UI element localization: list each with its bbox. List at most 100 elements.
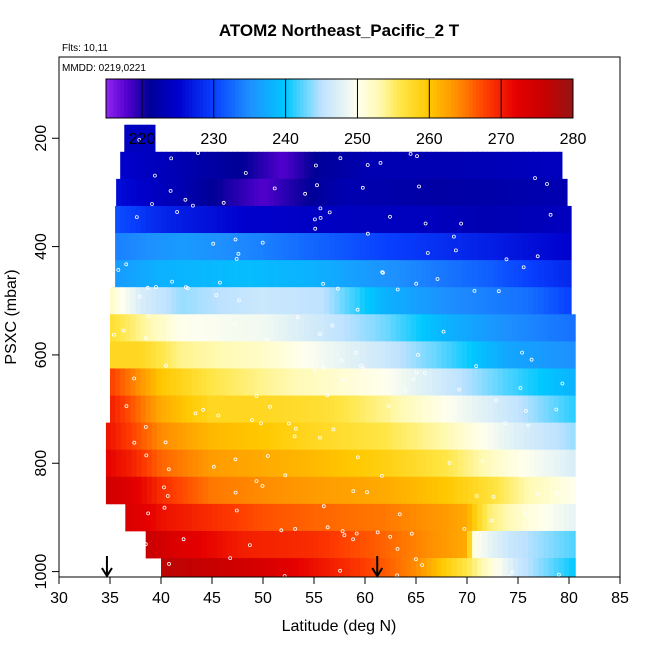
heatmap-cell bbox=[421, 233, 427, 261]
heatmap-cell bbox=[162, 476, 168, 505]
heatmap-cell bbox=[171, 233, 177, 261]
observation-marker bbox=[414, 281, 419, 286]
heatmap-cell bbox=[314, 151, 320, 180]
x-tick-label: 65 bbox=[407, 590, 425, 607]
heatmap-cell bbox=[273, 395, 279, 424]
heatmap-cell bbox=[523, 233, 529, 261]
heatmap-cell bbox=[518, 260, 524, 288]
heatmap-cell bbox=[365, 530, 371, 559]
colorbar-segment bbox=[282, 79, 287, 118]
heatmap-cell bbox=[308, 395, 315, 424]
heatmap-cell bbox=[385, 260, 392, 288]
heatmap-cell bbox=[437, 422, 444, 451]
observation-marker bbox=[292, 434, 297, 439]
heatmap-cell bbox=[325, 476, 331, 505]
heatmap-cell bbox=[324, 341, 330, 369]
heatmap-cell bbox=[370, 151, 376, 180]
heatmap-cell bbox=[563, 558, 570, 577]
heatmap-cell bbox=[381, 178, 388, 207]
heatmap-cell bbox=[426, 205, 432, 234]
colorbar-segment bbox=[159, 79, 164, 118]
colorbar-segment bbox=[141, 79, 147, 118]
heatmap-cell bbox=[461, 503, 468, 532]
heatmap-cell bbox=[385, 151, 392, 180]
heatmap-cell bbox=[223, 422, 229, 451]
heatmap-cell bbox=[432, 449, 439, 478]
heatmap-cell bbox=[543, 368, 550, 396]
heatmap-cell bbox=[315, 476, 321, 505]
heatmap-cell bbox=[426, 395, 432, 424]
heatmap-cell bbox=[181, 260, 188, 288]
heatmap-cell bbox=[325, 422, 331, 451]
heatmap-cell bbox=[518, 341, 524, 369]
heatmap-cell bbox=[380, 314, 386, 342]
heatmap-cell bbox=[349, 341, 356, 369]
heatmap-cell bbox=[228, 178, 235, 207]
heatmap-cell bbox=[145, 341, 152, 369]
heatmap-cell bbox=[309, 422, 316, 451]
heatmap-cell bbox=[441, 341, 448, 369]
heatmap-cell bbox=[283, 260, 290, 288]
heatmap-cell bbox=[314, 314, 320, 342]
heatmap-cell bbox=[539, 476, 546, 505]
heatmap-cell bbox=[559, 476, 566, 505]
heatmap-cell bbox=[376, 449, 382, 478]
heatmap-cell bbox=[396, 449, 403, 478]
colorbar-segment bbox=[371, 79, 376, 118]
heatmap-cell bbox=[177, 476, 184, 505]
observation-marker bbox=[216, 413, 221, 418]
heatmap-cell bbox=[512, 503, 519, 532]
heatmap-cell bbox=[315, 449, 321, 478]
heatmap-cell bbox=[523, 314, 529, 342]
heatmap-cell bbox=[268, 395, 274, 424]
heatmap-cell bbox=[523, 341, 529, 369]
observation-marker bbox=[415, 352, 420, 357]
heatmap-cell bbox=[314, 368, 320, 396]
heatmap-cell bbox=[145, 368, 152, 396]
heatmap-cell bbox=[564, 449, 571, 478]
colorbar-segment bbox=[335, 79, 340, 118]
observation-marker bbox=[413, 557, 418, 562]
heatmap-cell bbox=[432, 178, 439, 207]
heatmap-cell bbox=[507, 260, 514, 288]
observation-marker bbox=[234, 508, 239, 513]
observation-marker bbox=[146, 511, 151, 516]
observation-marker bbox=[124, 404, 129, 409]
heatmap-cell bbox=[252, 205, 259, 234]
heatmap-cell bbox=[441, 558, 448, 577]
heatmap-cell bbox=[273, 341, 279, 369]
heatmap-cell bbox=[329, 151, 335, 180]
x-tick-label: 45 bbox=[203, 590, 221, 607]
heatmap-cell bbox=[492, 341, 499, 369]
heatmap-cell bbox=[150, 314, 157, 342]
heatmap-cell bbox=[181, 558, 188, 577]
heatmap-cell bbox=[482, 558, 488, 577]
heatmap-cell bbox=[257, 260, 264, 288]
heatmap-cell bbox=[257, 233, 264, 261]
heatmap-cell bbox=[497, 233, 504, 261]
heatmap-cell bbox=[227, 530, 233, 559]
heatmap-cell bbox=[461, 558, 468, 577]
heatmap-cell bbox=[360, 422, 367, 451]
heatmap-cell bbox=[177, 178, 184, 207]
colorbar-segment bbox=[231, 79, 236, 118]
heatmap-cell bbox=[196, 530, 203, 559]
heatmap-cell bbox=[365, 558, 371, 577]
heatmap-cell bbox=[308, 503, 315, 532]
heatmap-cell bbox=[507, 233, 514, 261]
heatmap-cell bbox=[518, 233, 524, 261]
heatmap-cell bbox=[314, 558, 320, 577]
heatmap-cell bbox=[116, 476, 122, 505]
heatmap-cell bbox=[452, 476, 459, 505]
heatmap-cell bbox=[263, 503, 269, 532]
heatmap-cell bbox=[252, 558, 259, 577]
heatmap-cell bbox=[431, 503, 437, 532]
observation-marker bbox=[236, 251, 241, 256]
heatmap-cell bbox=[462, 178, 469, 207]
heatmap-cell bbox=[196, 233, 203, 261]
heatmap-cell bbox=[574, 395, 576, 424]
heatmap-cell bbox=[121, 449, 127, 478]
colorbar-segment bbox=[123, 79, 129, 118]
observation-marker bbox=[312, 349, 317, 354]
heatmap-cell bbox=[483, 422, 490, 451]
